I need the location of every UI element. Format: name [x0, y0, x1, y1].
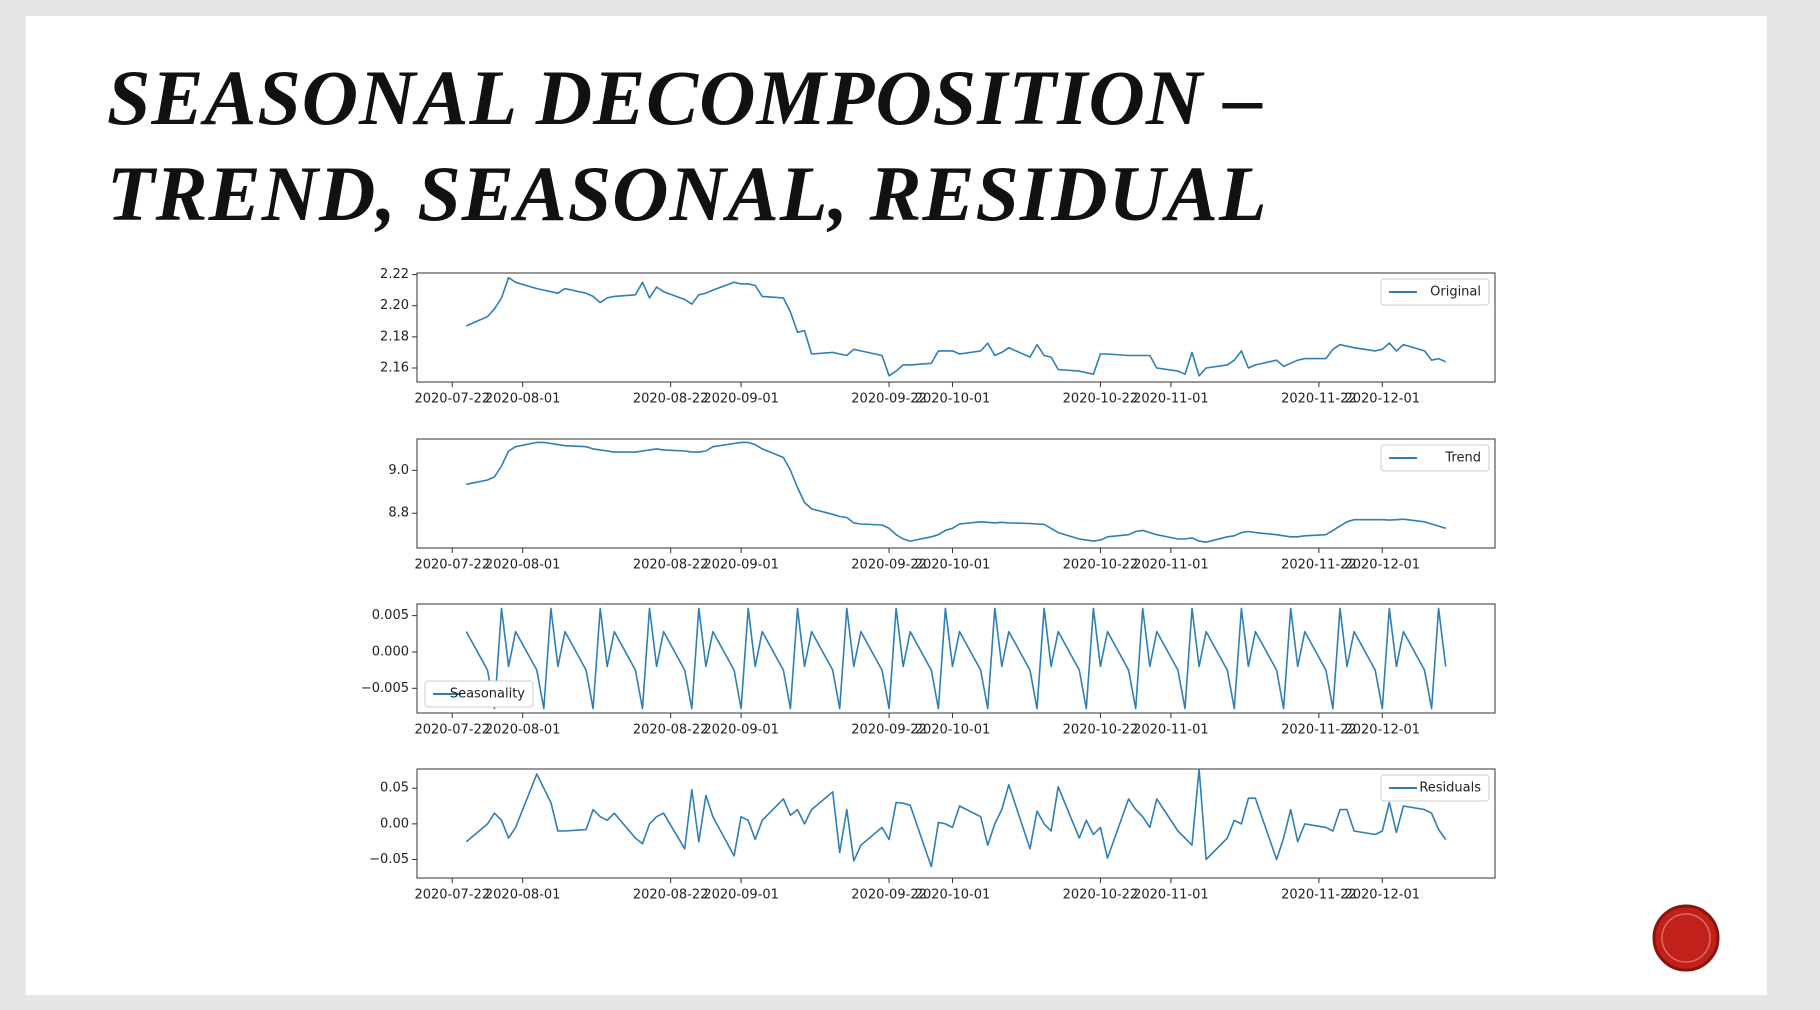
x-tick-label: 2020-08-01 [485, 392, 561, 407]
slide-logo-ring [1661, 913, 1711, 963]
x-tick-label: 2020-08-22 [633, 392, 709, 407]
y-tick-label: −0.005 [361, 681, 409, 696]
series-line [466, 441, 1446, 543]
x-tick-label: 2020-08-22 [633, 558, 709, 573]
axes-frame [416, 768, 1496, 879]
legend-box [1380, 278, 1490, 306]
y-tick-label: 0.05 [380, 781, 409, 796]
x-tick-label: 2020-07-22 [414, 888, 490, 903]
x-tick-label: 2020-11-22 [1281, 723, 1357, 738]
x-tick-label: 2020-11-22 [1281, 392, 1357, 407]
slide-title-line: SEASONAL DECOMPOSITION – [107, 54, 1264, 141]
x-tick-label: 2020-09-01 [703, 558, 779, 573]
x-tick-label: 2020-11-01 [1133, 723, 1209, 738]
legend-box [424, 680, 534, 708]
legend-box [1380, 444, 1490, 472]
x-tick-label: 2020-11-01 [1133, 392, 1209, 407]
legend-box [1380, 774, 1490, 802]
x-tick-label: 2020-08-01 [485, 888, 561, 903]
x-tick-label: 2020-10-01 [915, 888, 991, 903]
x-tick-label: 2020-09-01 [703, 723, 779, 738]
y-tick-label: 9.0 [388, 463, 409, 478]
x-tick-label: 2020-09-01 [703, 888, 779, 903]
x-tick-label: 2020-11-22 [1281, 558, 1357, 573]
x-tick-label: 2020-11-01 [1133, 558, 1209, 573]
x-tick-label: 2020-08-01 [485, 723, 561, 738]
slide-title-line: TREND, SEASONAL, RESIDUAL [107, 150, 1268, 237]
x-tick-label: 2020-10-22 [1063, 558, 1139, 573]
x-tick-label: 2020-12-01 [1344, 723, 1420, 738]
y-tick-label: 0.00 [380, 816, 409, 831]
legend-label: Seasonality [450, 687, 525, 702]
x-tick-label: 2020-09-22 [851, 723, 927, 738]
y-tick-label: 0.000 [372, 644, 409, 659]
x-tick-label: 2020-12-01 [1344, 558, 1420, 573]
legend-label: Residuals [1419, 781, 1481, 796]
series-line [465, 607, 1447, 710]
x-tick-label: 2020-12-01 [1344, 888, 1420, 903]
x-tick-label: 2020-08-22 [633, 888, 709, 903]
x-tick-label: 2020-08-01 [485, 558, 561, 573]
legend-label: Trend [1444, 451, 1481, 466]
y-tick-label: 0.005 [372, 608, 409, 623]
y-tick-label: 2.22 [380, 267, 409, 282]
x-tick-label: 2020-10-01 [915, 723, 991, 738]
x-tick-label: 2020-07-22 [414, 723, 490, 738]
y-tick-label: 2.20 [380, 298, 409, 313]
series-line [465, 768, 1447, 868]
legend-label: Original [1430, 285, 1481, 300]
x-tick-label: 2020-10-22 [1063, 723, 1139, 738]
slide-logo [1652, 904, 1720, 972]
x-tick-label: 2020-11-22 [1281, 888, 1357, 903]
x-tick-label: 2020-10-01 [915, 558, 991, 573]
y-tick-label: −0.05 [369, 852, 409, 867]
y-tick-label: 2.18 [380, 329, 409, 344]
x-tick-label: 2020-09-22 [851, 558, 927, 573]
axes-frame [416, 272, 1496, 383]
x-tick-label: 2020-09-22 [851, 888, 927, 903]
x-tick-label: 2020-09-22 [851, 392, 927, 407]
x-tick-label: 2020-07-22 [414, 558, 490, 573]
y-tick-label: 8.8 [388, 506, 409, 521]
series-line [465, 276, 1447, 377]
x-tick-label: 2020-07-22 [414, 392, 490, 407]
x-tick-label: 2020-12-01 [1344, 392, 1420, 407]
x-tick-label: 2020-10-22 [1063, 392, 1139, 407]
x-tick-label: 2020-11-01 [1133, 888, 1209, 903]
axes-frame [416, 438, 1496, 549]
x-tick-label: 2020-09-01 [703, 392, 779, 407]
x-tick-label: 2020-10-22 [1063, 888, 1139, 903]
x-tick-label: 2020-10-01 [915, 392, 991, 407]
y-tick-label: 2.16 [380, 360, 409, 375]
x-tick-label: 2020-08-22 [633, 723, 709, 738]
